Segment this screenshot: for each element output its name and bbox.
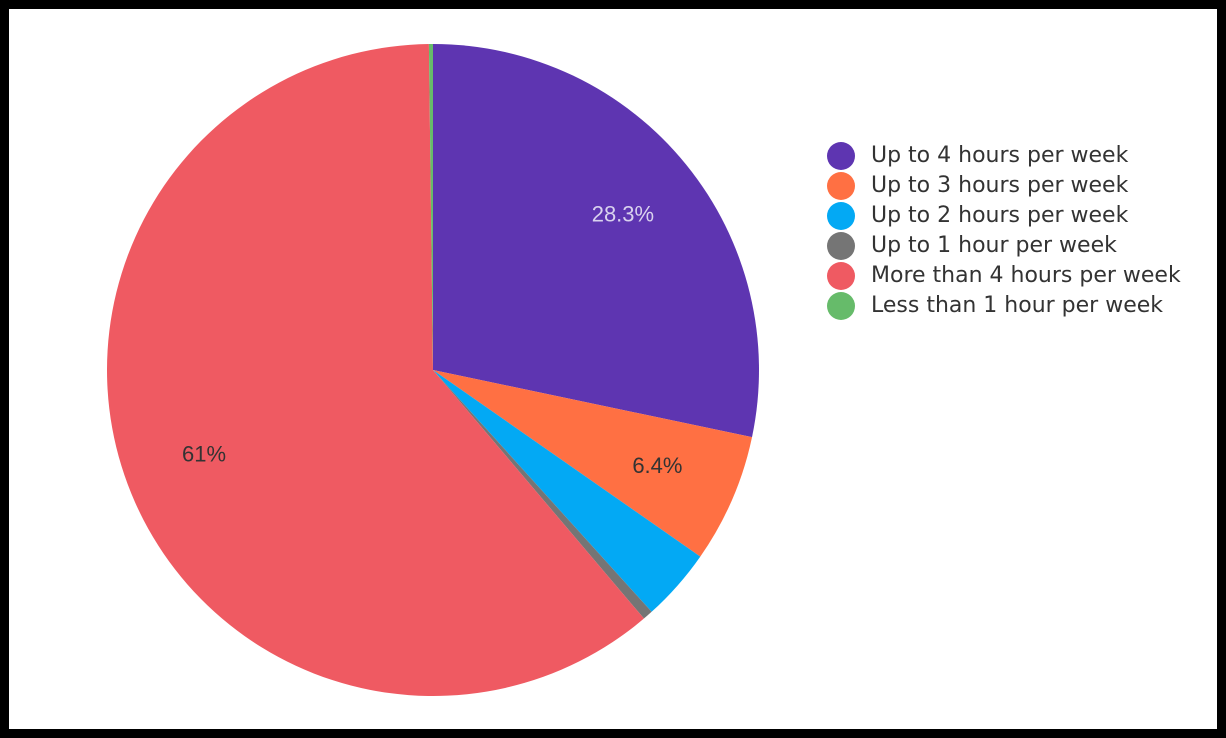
pie-slice bbox=[433, 370, 652, 619]
slice-data-label: 6.4% bbox=[632, 453, 682, 478]
legend-label: Up to 3 hours per week bbox=[871, 173, 1129, 198]
legend-item: Up to 4 hours per week bbox=[827, 141, 1197, 171]
pie-chart: 28.3% 6.4% 61% bbox=[106, 44, 760, 697]
legend-label: Up to 1 hour per week bbox=[871, 233, 1117, 258]
legend-swatch bbox=[827, 262, 855, 290]
legend-item: Up to 1 hour per week bbox=[827, 231, 1197, 261]
legend-item: Up to 3 hours per week bbox=[827, 171, 1197, 201]
pie-slice bbox=[433, 370, 753, 557]
legend-swatch bbox=[827, 232, 855, 260]
legend-item: Less than 1 hour per week bbox=[827, 291, 1197, 321]
legend-label: Up to 4 hours per week bbox=[871, 143, 1129, 168]
legend-label: Up to 2 hours per week bbox=[871, 203, 1129, 228]
legend-swatch bbox=[827, 202, 855, 230]
slice-data-label: 28.3% bbox=[592, 202, 654, 227]
legend-item: More than 4 hours per week bbox=[827, 261, 1197, 291]
legend: Up to 4 hours per week Up to 3 hours per… bbox=[827, 141, 1197, 321]
pie-slice bbox=[428, 44, 433, 370]
legend-label: More than 4 hours per week bbox=[871, 263, 1181, 288]
pie-slice bbox=[106, 44, 644, 697]
legend-item: Up to 2 hours per week bbox=[827, 201, 1197, 231]
pie-slice bbox=[433, 370, 701, 612]
pie-slice bbox=[433, 44, 760, 438]
legend-label: Less than 1 hour per week bbox=[871, 293, 1164, 318]
slice-data-label: 61% bbox=[182, 442, 226, 467]
legend-swatch bbox=[827, 292, 855, 320]
legend-swatch bbox=[827, 142, 855, 170]
legend-swatch bbox=[827, 172, 855, 200]
